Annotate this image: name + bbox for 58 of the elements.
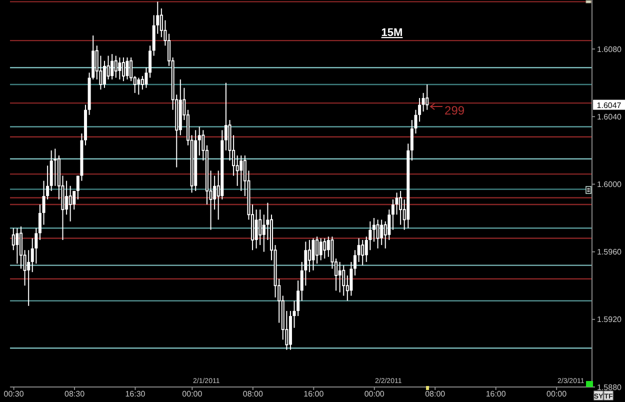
candlestick bbox=[114, 55, 118, 78]
candlestick bbox=[144, 67, 148, 88]
x-tick-label: 16:00 bbox=[304, 390, 324, 399]
candlestick bbox=[422, 92, 425, 112]
candlestick bbox=[399, 190, 402, 226]
x-tick-label: 00:30 bbox=[4, 390, 24, 399]
candlestick bbox=[376, 219, 380, 249]
candlestick bbox=[126, 56, 129, 80]
candlestick bbox=[391, 198, 394, 230]
candlestick bbox=[118, 56, 122, 80]
candlestick bbox=[68, 185, 72, 222]
text: 15M bbox=[381, 27, 403, 39]
candlestick bbox=[137, 77, 140, 96]
candlestick bbox=[380, 219, 384, 246]
candlestick bbox=[372, 218, 376, 242]
candlestick bbox=[27, 250, 30, 306]
candlestick bbox=[110, 54, 114, 80]
candlestick bbox=[130, 56, 133, 82]
candlestick bbox=[65, 180, 68, 216]
x-tick-label: 00:00 bbox=[546, 390, 568, 399]
x-tick-label: 08:30 bbox=[64, 390, 86, 399]
annotation: 1.6047 bbox=[596, 100, 622, 110]
candlestick bbox=[361, 239, 364, 266]
candlestick bbox=[224, 82, 228, 151]
candlestick bbox=[240, 154, 243, 192]
candlestick bbox=[308, 239, 311, 273]
y-tick-label: 1.6000 bbox=[597, 180, 622, 190]
candlestick bbox=[102, 60, 106, 88]
x-tick-label: 16:30 bbox=[125, 390, 146, 399]
y-tick-label: 1.5960 bbox=[597, 248, 622, 257]
candlestick bbox=[312, 238, 315, 271]
candlestick bbox=[323, 238, 326, 260]
candlestick bbox=[38, 204, 42, 240]
candlestick bbox=[418, 98, 422, 122]
candlestick bbox=[254, 209, 258, 249]
candlestick bbox=[16, 228, 19, 264]
x-tick-label: 00:00 bbox=[182, 390, 203, 399]
annotation: 299 bbox=[444, 103, 465, 118]
candlestick bbox=[148, 45, 152, 78]
candlestick bbox=[338, 261, 342, 293]
candlestick bbox=[426, 84, 429, 110]
y-tick-label: 1.6040 bbox=[597, 112, 622, 122]
y-tick-label: 1.5880 bbox=[597, 382, 622, 392]
candlestick bbox=[319, 238, 322, 261]
candlestick bbox=[258, 209, 262, 246]
candlestick bbox=[354, 250, 357, 276]
candlestick bbox=[357, 238, 360, 262]
candlestick bbox=[122, 56, 125, 82]
x-tick-label: 00:00 bbox=[364, 390, 385, 399]
candlestick bbox=[342, 264, 346, 296]
y-tick-label: 1.5920 bbox=[597, 315, 622, 324]
x-tick-label: 08:00 bbox=[242, 390, 264, 399]
candlestick bbox=[19, 226, 22, 270]
candlestick bbox=[198, 126, 201, 156]
candlestick bbox=[395, 192, 398, 216]
x-tick-label: 08:00 bbox=[425, 390, 446, 399]
y-tick-label: 1.6080 bbox=[597, 44, 622, 54]
x-tick-label: 16:00 bbox=[486, 390, 506, 399]
